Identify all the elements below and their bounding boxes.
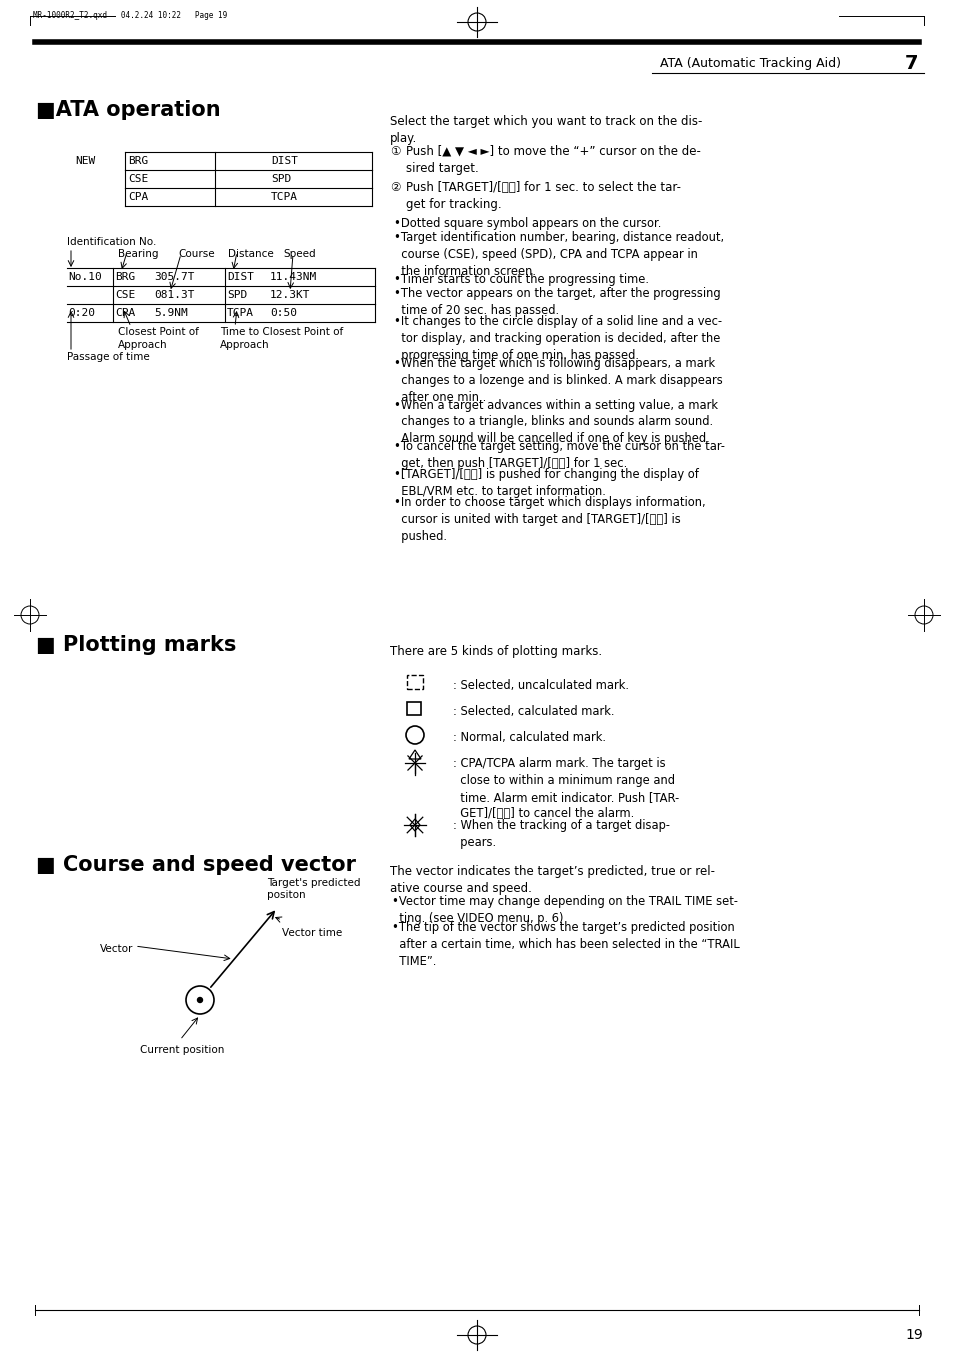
Bar: [407, 702, 420, 714]
Text: : When the tracking of a target disap-
  pears.: : When the tracking of a target disap- p…: [453, 819, 669, 848]
Text: 19: 19: [904, 1329, 922, 1342]
Text: CSE: CSE: [128, 175, 148, 184]
Text: CPA: CPA: [115, 308, 135, 318]
Circle shape: [186, 986, 213, 1013]
Text: ■ Plotting marks: ■ Plotting marks: [36, 635, 236, 655]
Text: 5.9NM: 5.9NM: [153, 308, 188, 318]
Text: •Dotted square symbol appears on the cursor.: •Dotted square symbol appears on the cur…: [394, 216, 660, 230]
Text: •When the target which is following disappears, a mark
  changes to a lozenge an: •When the target which is following disa…: [394, 357, 722, 403]
Text: Vector time: Vector time: [282, 928, 342, 938]
Text: BRG: BRG: [128, 156, 148, 166]
Text: ATA (Automatic Tracking Aid): ATA (Automatic Tracking Aid): [659, 57, 841, 70]
Text: : CPA/TCPA alarm mark. The target is
  close to within a minimum range and
  tim: : CPA/TCPA alarm mark. The target is clo…: [453, 756, 679, 820]
Text: The vector indicates the target’s predicted, true or rel-
ative course and speed: The vector indicates the target’s predic…: [390, 865, 714, 894]
Text: NEW: NEW: [75, 156, 95, 166]
Text: •To cancel the target setting, move the cursor on the tar-
  get, then push [TAR: •To cancel the target setting, move the …: [394, 440, 724, 469]
Circle shape: [406, 727, 423, 744]
Text: 11.43NM: 11.43NM: [270, 272, 317, 281]
Text: •It changes to the circle display of a solid line and a vec-
  tor display, and : •It changes to the circle display of a s…: [394, 315, 721, 363]
Text: There are 5 kinds of plotting marks.: There are 5 kinds of plotting marks.: [390, 645, 601, 658]
Text: •[TARGET]/[标记] is pushed for changing the display of
  EBL/VRM etc. to target in: •[TARGET]/[标记] is pushed for changing th…: [394, 468, 699, 498]
Text: •When a target advances within a setting value, a mark
  changes to a triangle, : •When a target advances within a setting…: [394, 399, 718, 445]
Text: Bearing: Bearing: [118, 249, 158, 258]
Text: Course: Course: [178, 249, 214, 258]
Text: MR-1000R2_T2.qxd   04.2.24 10:22   Page 19: MR-1000R2_T2.qxd 04.2.24 10:22 Page 19: [33, 11, 227, 20]
Text: •Timer starts to count the progressing time.: •Timer starts to count the progressing t…: [394, 273, 648, 285]
Text: 0:20: 0:20: [68, 308, 95, 318]
Text: 0:50: 0:50: [270, 308, 296, 318]
Text: Speed: Speed: [283, 249, 315, 258]
Bar: [407, 675, 422, 689]
Text: Closest Point of
Approach: Closest Point of Approach: [118, 327, 198, 350]
Text: 081.3T: 081.3T: [153, 290, 194, 300]
Text: : Selected, uncalculated mark.: : Selected, uncalculated mark.: [453, 679, 628, 691]
Text: Identification No.: Identification No.: [67, 237, 156, 248]
Text: CPA: CPA: [128, 192, 148, 202]
Text: •Vector time may change depending on the TRAIL TIME set-
  ting. (see VIDEO menu: •Vector time may change depending on the…: [392, 894, 738, 925]
Text: CSE: CSE: [115, 290, 135, 300]
Circle shape: [197, 997, 202, 1003]
Text: Push [TARGET]/[标记] for 1 sec. to select the tar-
get for tracking.: Push [TARGET]/[标记] for 1 sec. to select …: [406, 181, 680, 211]
Text: Current position: Current position: [140, 1045, 224, 1055]
Text: : Normal, calculated mark.: : Normal, calculated mark.: [453, 731, 605, 744]
Text: 7: 7: [904, 54, 918, 73]
Text: ②: ②: [390, 181, 400, 193]
Text: BRG: BRG: [115, 272, 135, 281]
Text: •The vector appears on the target, after the progressing
  time of 20 sec. has p: •The vector appears on the target, after…: [394, 287, 720, 318]
Text: : Selected, calculated mark.: : Selected, calculated mark.: [453, 705, 614, 718]
Text: 12.3KT: 12.3KT: [270, 290, 310, 300]
Text: Push [▲ ▼ ◄ ►] to move the “+” cursor on the de-
sired target.: Push [▲ ▼ ◄ ►] to move the “+” cursor on…: [406, 145, 700, 175]
Text: •In order to choose target which displays information,
  cursor is united with t: •In order to choose target which display…: [394, 497, 705, 543]
Text: ■ Course and speed vector: ■ Course and speed vector: [36, 855, 355, 875]
Text: Select the target which you want to track on the dis-
play.: Select the target which you want to trac…: [390, 115, 701, 145]
Text: 305.7T: 305.7T: [153, 272, 194, 281]
Text: •Target identification number, bearing, distance readout,
  course (CSE), speed : •Target identification number, bearing, …: [394, 231, 723, 279]
Text: TCPA: TCPA: [271, 192, 297, 202]
Text: Distance: Distance: [228, 249, 274, 258]
Text: Passage of time: Passage of time: [67, 352, 150, 363]
Text: Vector: Vector: [100, 944, 133, 954]
Text: ■ATA operation: ■ATA operation: [36, 100, 220, 120]
Text: ①: ①: [390, 145, 400, 158]
Text: DIST: DIST: [227, 272, 253, 281]
Text: •The tip of the vector shows the target’s predicted position
  after a certain t: •The tip of the vector shows the target’…: [392, 921, 739, 967]
Text: TCPA: TCPA: [227, 308, 253, 318]
Text: DIST: DIST: [271, 156, 297, 166]
Text: No.10: No.10: [68, 272, 102, 281]
Text: SPD: SPD: [227, 290, 247, 300]
Text: Target's predicted
positon: Target's predicted positon: [267, 878, 360, 900]
Text: Time to Closest Point of
Approach: Time to Closest Point of Approach: [220, 327, 343, 350]
Text: SPD: SPD: [271, 175, 291, 184]
